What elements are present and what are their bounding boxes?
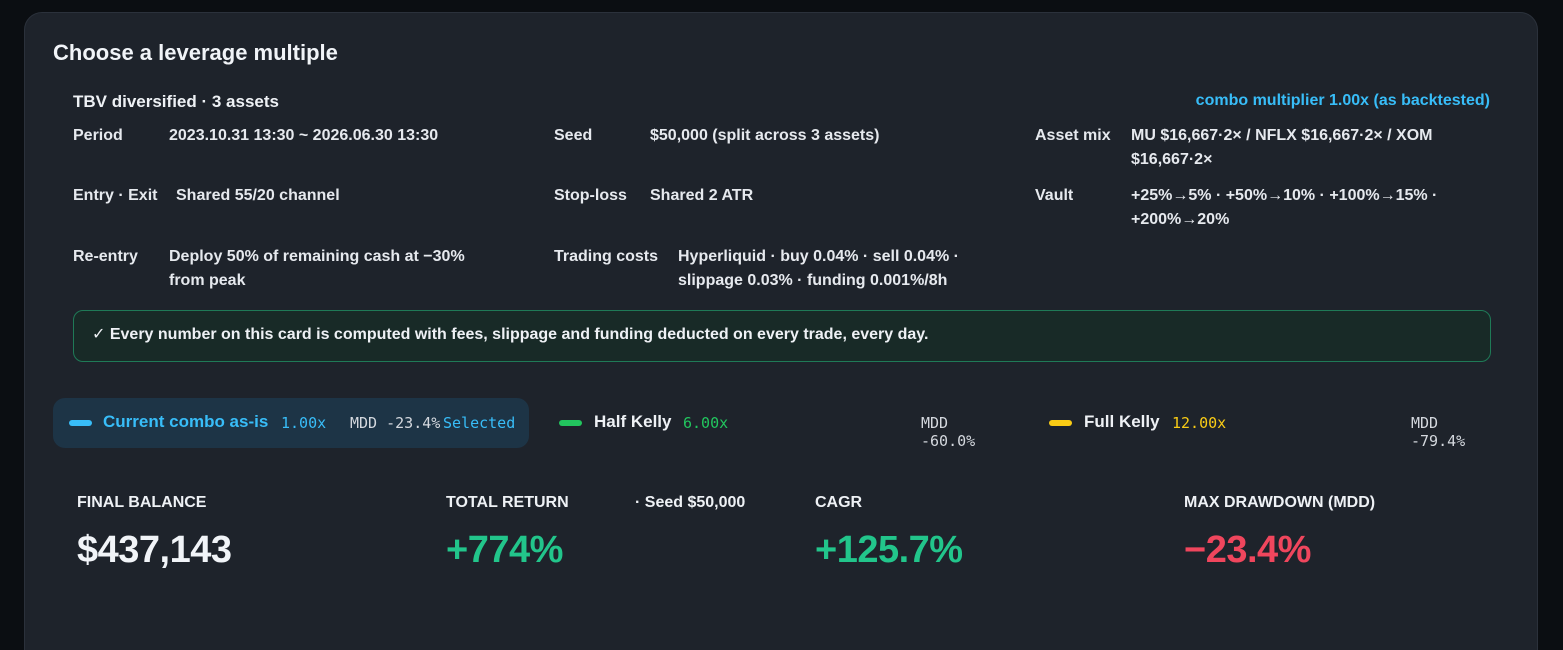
detail-value-line: +25%→5% · +50%→10% · +100%→15% ·	[1131, 187, 1438, 204]
mdd-value: −23.4%	[1184, 529, 1311, 571]
detail-label: Seed	[554, 127, 593, 144]
detail-value-line: from peak	[169, 272, 246, 289]
detail-label: Stop-loss	[554, 187, 627, 204]
detail-entry-exit: Entry · Exit Shared 55/20 channel	[73, 184, 340, 208]
option-name: Current combo as-is	[103, 412, 269, 431]
series-swatch	[69, 420, 92, 426]
series-swatch	[1049, 420, 1072, 426]
option-name: Half Kelly	[594, 412, 672, 431]
mdd-label: MAX DRAWDOWN (MDD)	[1184, 494, 1376, 511]
series-swatch	[559, 420, 582, 426]
final-balance-label: FINAL BALANCE	[77, 494, 207, 511]
detail-value: +25%→5% · +50%→10% · +100%→15% · +200%→2…	[1131, 184, 1437, 232]
option-full-kelly[interactable]: Full Kelly 12.00x MDD -79.4%	[1035, 398, 1501, 450]
selected-badge: Selected	[443, 414, 516, 432]
option-multiplier: 6.00x	[683, 414, 729, 432]
detail-period: Period 2023.10.31 13:30 ~ 2026.06.30 13:…	[73, 124, 438, 148]
cagr-label: CAGR	[815, 494, 863, 511]
detail-value: Shared 55/20 channel	[176, 187, 340, 204]
detail-label: Re-entry	[73, 248, 138, 265]
option-multiplier: 12.00x	[1172, 414, 1227, 432]
detail-value-line: Hyperliquid · buy 0.04% · sell 0.04% ·	[678, 248, 959, 265]
fees-notice: ✓ Every number on this card is computed …	[73, 310, 1491, 362]
detail-label: Period	[73, 127, 123, 144]
option-mdd: MDD -23.4%	[350, 414, 441, 432]
final-balance-value: $437,143	[77, 529, 232, 571]
detail-value-line: slippage 0.03% · funding 0.001%/8h	[678, 272, 948, 289]
leverage-card: Choose a leverage multiple TBV diversifi…	[24, 12, 1538, 650]
option-mdd: MDD -60.0%	[921, 414, 976, 450]
seed-note: · Seed $50,000	[635, 494, 746, 511]
detail-value: MU $16,667·2× / NFLX $16,667·2× / XOM $1…	[1131, 124, 1432, 172]
option-mdd: MDD -79.4%	[1411, 414, 1466, 450]
detail-value: Shared 2 ATR	[650, 187, 754, 204]
option-multiplier: 1.00x	[281, 414, 327, 432]
card-title: Choose a leverage multiple	[53, 40, 338, 65]
detail-stop-loss: Stop-loss Shared 2 ATR	[554, 184, 753, 208]
total-return-label: TOTAL RETURN	[446, 494, 569, 511]
strategy-name: TBV diversified · 3 assets	[73, 92, 279, 111]
detail-label: Entry · Exit	[73, 187, 158, 204]
detail-label: Asset mix	[1035, 127, 1111, 144]
detail-seed: Seed $50,000 (split across 3 assets)	[554, 124, 879, 148]
option-name: Full Kelly	[1084, 412, 1160, 431]
detail-value-line: Deploy 50% of remaining cash at −30%	[169, 248, 465, 265]
detail-value-line: +200%→20%	[1131, 211, 1230, 228]
detail-asset-mix: Asset mix MU $16,667·2× / NFLX $16,667·2…	[1035, 124, 1432, 172]
detail-value: 2023.10.31 13:30 ~ 2026.06.30 13:30	[169, 127, 439, 144]
detail-re-entry: Re-entry Deploy 50% of remaining cash at…	[73, 245, 465, 293]
option-current-combo[interactable]: Current combo as-is 1.00x MDD -23.4% Sel…	[53, 398, 529, 448]
detail-value-line: MU $16,667·2× / NFLX $16,667·2× / XOM	[1131, 127, 1433, 144]
detail-value: $50,000 (split across 3 assets)	[650, 127, 880, 144]
option-half-kelly[interactable]: Half Kelly 6.00x MDD -60.0%	[545, 398, 1011, 450]
detail-value: Hyperliquid · buy 0.04% · sell 0.04% · s…	[678, 245, 959, 293]
detail-vault: Vault +25%→5% · +50%→10% · +100%→15% · +…	[1035, 184, 1437, 232]
detail-value: Deploy 50% of remaining cash at −30% fro…	[169, 245, 465, 293]
detail-value-line: $16,667·2×	[1131, 151, 1213, 168]
total-return-value: +774%	[446, 529, 563, 571]
detail-trading-costs: Trading costs Hyperliquid · buy 0.04% · …	[554, 245, 959, 293]
detail-label: Trading costs	[554, 248, 659, 265]
detail-label: Vault	[1035, 187, 1074, 204]
cagr-value: +125.7%	[815, 529, 963, 571]
combo-multiplier-label: combo multiplier 1.00x (as backtested)	[1195, 92, 1490, 109]
